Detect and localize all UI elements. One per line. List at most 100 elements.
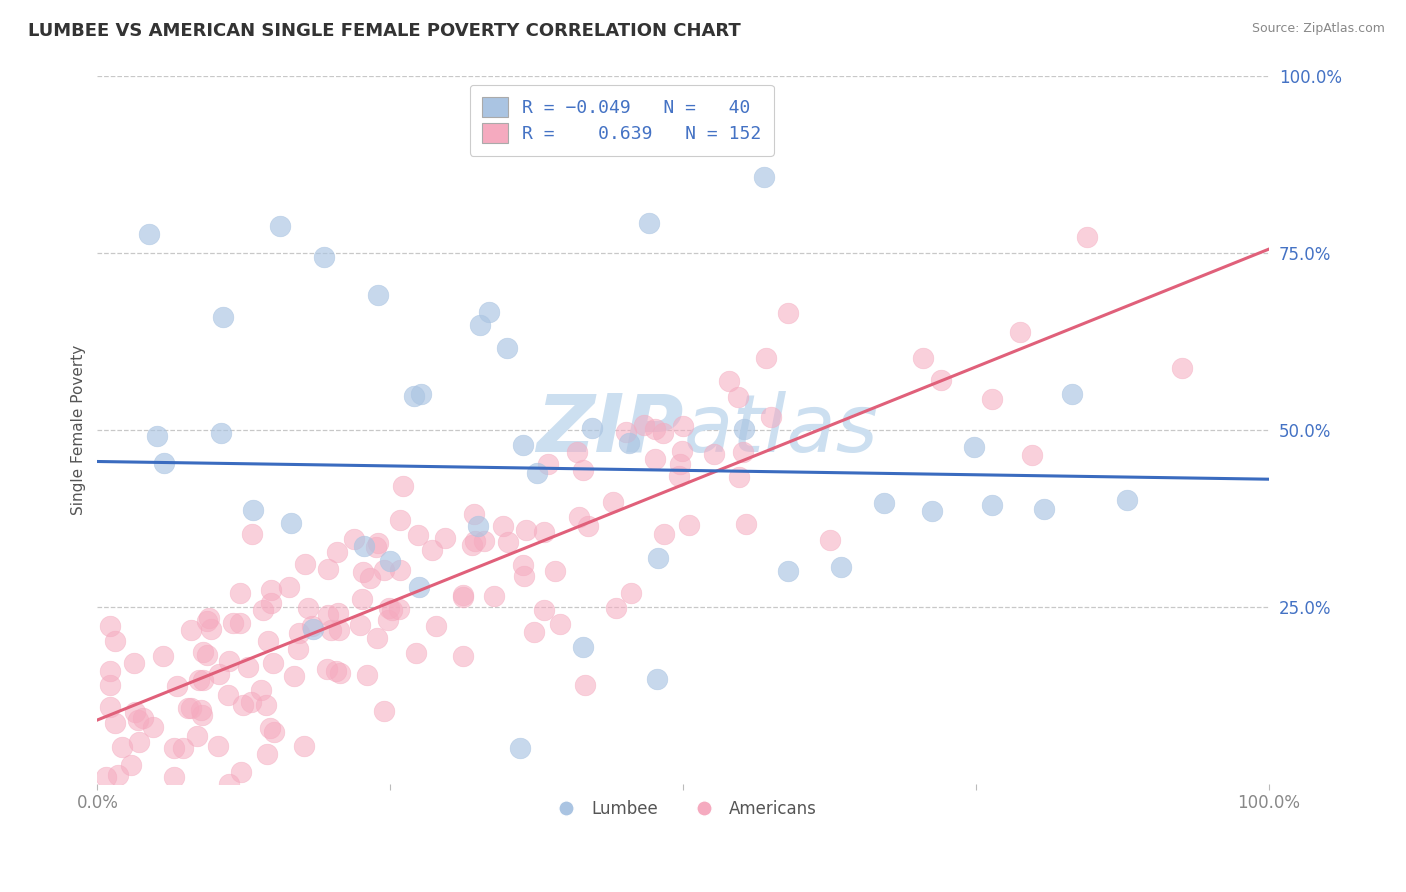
- Americans: [523, 624, 546, 639]
- Americans: [356, 668, 378, 682]
- Lumbee: [378, 554, 401, 568]
- Americans: [451, 588, 474, 602]
- Americans: [325, 664, 347, 678]
- Americans: [349, 618, 371, 632]
- Lumbee: [647, 551, 669, 566]
- Americans: [614, 425, 637, 439]
- Americans: [378, 601, 401, 615]
- Americans: [422, 543, 444, 558]
- Americans: [294, 558, 316, 572]
- Americans: [163, 740, 186, 755]
- Americans: [388, 513, 411, 527]
- Americans: [533, 603, 555, 617]
- Americans: [186, 729, 208, 743]
- Americans: [359, 571, 381, 585]
- Americans: [301, 619, 323, 633]
- Americans: [98, 678, 121, 692]
- Lumbee: [402, 389, 425, 403]
- Lumbee: [963, 441, 986, 455]
- Americans: [544, 564, 567, 578]
- Lumbee: [312, 250, 335, 264]
- Americans: [252, 603, 274, 617]
- Americans: [1171, 360, 1194, 375]
- Americans: [1076, 229, 1098, 244]
- Americans: [463, 507, 485, 521]
- Lumbee: [921, 504, 943, 518]
- Americans: [727, 390, 749, 404]
- Americans: [602, 494, 624, 508]
- Americans: [717, 374, 740, 388]
- Americans: [190, 707, 212, 722]
- Americans: [98, 665, 121, 679]
- Americans: [316, 608, 339, 623]
- Americans: [451, 648, 474, 663]
- Americans: [256, 747, 278, 762]
- Americans: [180, 700, 202, 714]
- Lumbee: [980, 498, 1002, 512]
- Lumbee: [353, 539, 375, 553]
- Americans: [262, 656, 284, 670]
- Americans: [498, 534, 520, 549]
- Americans: [482, 590, 505, 604]
- Americans: [350, 592, 373, 607]
- Americans: [122, 656, 145, 670]
- Americans: [373, 704, 395, 718]
- Americans: [669, 457, 692, 471]
- Americans: [755, 351, 778, 365]
- Lumbee: [509, 741, 531, 756]
- Americans: [104, 634, 127, 648]
- Lumbee: [138, 227, 160, 242]
- Americans: [256, 698, 278, 712]
- Americans: [652, 527, 675, 541]
- Americans: [644, 452, 666, 467]
- Lumbee: [153, 456, 176, 470]
- Americans: [605, 601, 627, 615]
- Americans: [472, 533, 495, 548]
- Lumbee: [526, 466, 548, 480]
- Lumbee: [408, 580, 430, 594]
- Americans: [191, 645, 214, 659]
- Lumbee: [873, 496, 896, 510]
- Lumbee: [754, 170, 776, 185]
- Americans: [405, 646, 427, 660]
- Americans: [263, 724, 285, 739]
- Lumbee: [1062, 387, 1084, 401]
- Text: Source: ZipAtlas.com: Source: ZipAtlas.com: [1251, 22, 1385, 36]
- Americans: [176, 700, 198, 714]
- Lumbee: [1116, 493, 1139, 508]
- Americans: [195, 614, 218, 628]
- Americans: [107, 768, 129, 782]
- Americans: [644, 421, 666, 435]
- Americans: [172, 741, 194, 756]
- Americans: [1010, 326, 1032, 340]
- Americans: [180, 623, 202, 637]
- Americans: [377, 613, 399, 627]
- Americans: [283, 669, 305, 683]
- Americans: [328, 623, 350, 637]
- Americans: [191, 673, 214, 687]
- Americans: [776, 306, 799, 320]
- Americans: [652, 425, 675, 440]
- Americans: [703, 447, 725, 461]
- Americans: [260, 597, 283, 611]
- Americans: [406, 528, 429, 542]
- Americans: [257, 633, 280, 648]
- Americans: [343, 532, 366, 546]
- Americans: [461, 538, 484, 552]
- Americans: [104, 715, 127, 730]
- Americans: [98, 619, 121, 633]
- Americans: [208, 666, 231, 681]
- Lumbee: [212, 310, 235, 325]
- Americans: [128, 735, 150, 749]
- Americans: [319, 624, 342, 638]
- Lumbee: [572, 640, 595, 655]
- Americans: [218, 654, 240, 668]
- Americans: [512, 558, 534, 573]
- Lumbee: [209, 426, 232, 441]
- Americans: [576, 519, 599, 533]
- Americans: [1021, 449, 1043, 463]
- Lumbee: [478, 305, 501, 319]
- Lumbee: [512, 438, 534, 452]
- Americans: [188, 673, 211, 688]
- Americans: [195, 648, 218, 663]
